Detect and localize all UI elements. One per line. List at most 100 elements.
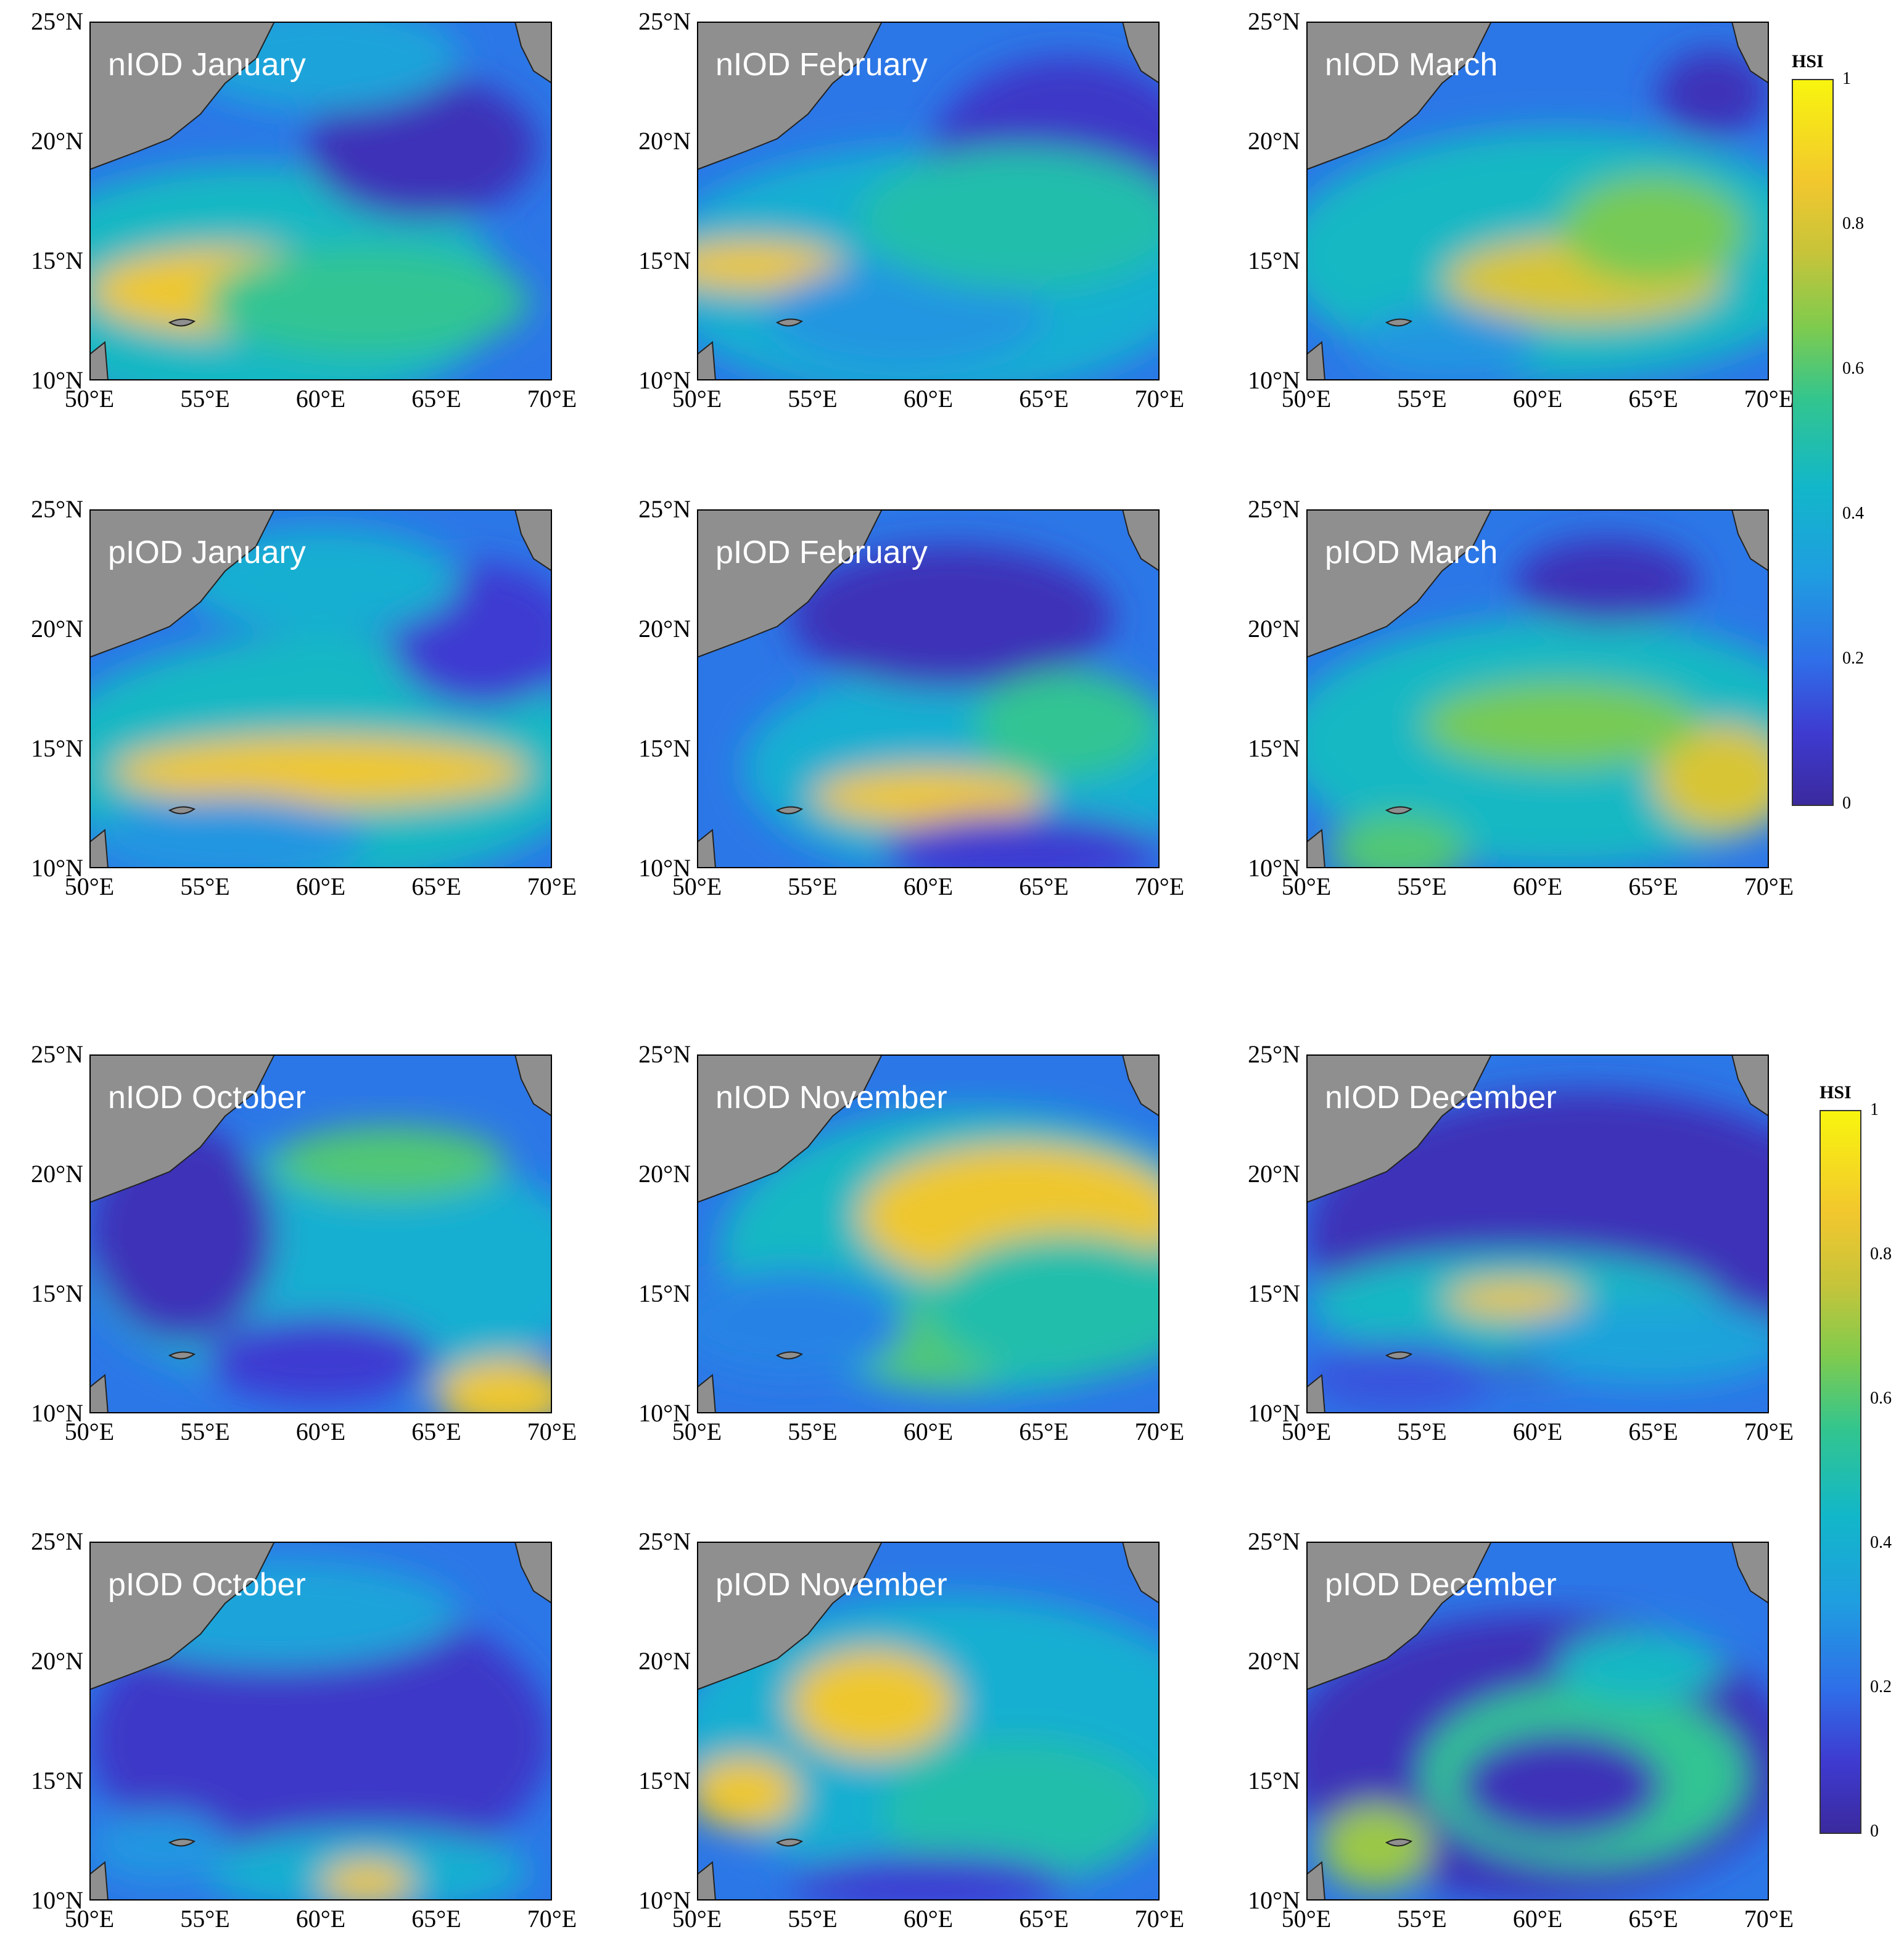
latitude-tick-label: 10°N <box>638 1886 691 1914</box>
longitude-tick-label: 50°E <box>1281 385 1332 413</box>
socotra-island <box>168 318 196 327</box>
map-panel: nIOD February <box>697 22 1160 380</box>
longitude-tick-label: 65°E <box>1628 385 1678 413</box>
hsi-map <box>1306 1542 1769 1901</box>
longitude-tick-label: 70°E <box>1134 1905 1185 1933</box>
arabian-peninsula-land <box>1306 22 1493 171</box>
map-frame <box>1306 1542 1769 1901</box>
arabian-peninsula-land <box>1306 1054 1493 1204</box>
colorbar-tick-label: 0.2 <box>1842 649 1864 668</box>
longitude-tick-label: 60°E <box>903 873 954 900</box>
map-panel: pIOD October <box>89 1542 552 1901</box>
socotra-island <box>1385 1351 1413 1360</box>
coast-land-east <box>514 1542 552 1605</box>
longitude-tick-label: 65°E <box>1019 1418 1069 1445</box>
latitude-tick-label: 10°N <box>1248 1399 1300 1427</box>
hsi-contour-region <box>1445 1280 1584 1317</box>
latitude-tick-label: 25°N <box>31 1527 83 1555</box>
hsi-contour-region <box>1560 176 1746 284</box>
panel-title: pIOD October <box>108 1567 306 1603</box>
colorbar-tick-label: 1 <box>1842 69 1851 88</box>
colorbar-title: HSI <box>1820 1082 1852 1103</box>
hsi-contour-region <box>928 1234 1160 1378</box>
panel-title: nIOD November <box>715 1080 947 1116</box>
hsi-contour-region <box>859 147 1160 291</box>
panel-title: nIOD March <box>1325 47 1498 83</box>
latitude-tick-label: 15°N <box>638 1767 691 1794</box>
coast-land-east <box>1121 1054 1160 1117</box>
latitude-tick-label: 20°N <box>31 127 83 155</box>
longitude-tick-label: 55°E <box>1397 873 1447 900</box>
colorbar-tick-label: 0.8 <box>1870 1244 1892 1264</box>
latitude-tick-label: 15°N <box>31 734 83 762</box>
map-frame <box>697 509 1160 868</box>
socotra-island <box>775 1838 804 1847</box>
longitude-tick-label: 70°E <box>1744 385 1794 413</box>
hsi-contour-region <box>697 1757 799 1829</box>
map-panel: nIOD December <box>1306 1054 1769 1413</box>
latitude-tick-label: 20°N <box>1248 1160 1300 1188</box>
arabian-peninsula-land <box>1306 1542 1493 1691</box>
longitude-tick-label: 50°E <box>64 1905 115 1933</box>
latitude-tick-label: 25°N <box>638 7 691 35</box>
colorbar-tick-label: 0.2 <box>1870 1677 1892 1696</box>
hsi-contour-region <box>1422 681 1700 768</box>
latitude-tick-label: 20°N <box>638 1647 691 1675</box>
longitude-tick-label: 65°E <box>1628 873 1678 900</box>
hsi-contour-region <box>89 1595 552 1883</box>
longitude-tick-label: 70°E <box>1134 385 1185 413</box>
latitude-tick-label: 15°N <box>638 1280 691 1307</box>
panel-title: nIOD December <box>1325 1080 1557 1116</box>
latitude-tick-label: 10°N <box>1248 1886 1300 1914</box>
longitude-tick-label: 60°E <box>295 1418 346 1445</box>
longitude-tick-label: 50°E <box>1281 873 1332 900</box>
socotra-island <box>1385 318 1413 327</box>
map-panel: pIOD December <box>1306 1542 1769 1901</box>
longitude-tick-label: 70°E <box>527 1418 577 1445</box>
latitude-tick-label: 25°N <box>638 1040 691 1068</box>
longitude-tick-label: 50°E <box>672 1905 722 1933</box>
map-frame <box>89 509 552 868</box>
latitude-tick-label: 25°N <box>1248 1527 1300 1555</box>
arabian-peninsula-land <box>1306 509 1493 659</box>
map-frame <box>697 1054 1160 1413</box>
socotra-island <box>168 1351 196 1360</box>
hsi-contour-region <box>89 1810 228 1883</box>
africa-land <box>1306 829 1326 868</box>
map-panel: pIOD November <box>697 1542 1160 1901</box>
colorbar-tick-label: 0.6 <box>1870 1389 1892 1408</box>
africa-land <box>89 829 109 868</box>
panel-title: pIOD December <box>1325 1567 1557 1603</box>
longitude-tick-label: 60°E <box>1512 385 1563 413</box>
arabian-peninsula-land <box>89 509 276 659</box>
coast-land-east <box>514 1054 552 1117</box>
arabian-peninsula-land <box>697 22 883 171</box>
longitude-tick-label: 50°E <box>1281 1418 1332 1445</box>
africa-land <box>697 829 717 868</box>
latitude-tick-label: 20°N <box>1248 1647 1300 1675</box>
colorbar-tick-label: 0 <box>1870 1822 1879 1841</box>
hsi-contour-region <box>789 1649 956 1757</box>
longitude-tick-label: 60°E <box>1512 873 1563 900</box>
map-panel: nIOD March <box>1306 22 1769 380</box>
hsi-contour-region <box>1353 308 1538 380</box>
socotra-island <box>775 806 804 815</box>
coast-land-east <box>1121 22 1160 84</box>
colorbar-title: HSI <box>1792 51 1824 72</box>
socotra-island <box>775 318 804 327</box>
longitude-tick-label: 65°E <box>1628 1418 1678 1445</box>
coast-land-east <box>1731 1054 1769 1117</box>
map-frame <box>89 22 552 380</box>
hsi-colorbar <box>1820 1110 1863 1834</box>
hsi-contour-region <box>1329 814 1469 868</box>
hsi-contour-region <box>436 1359 552 1413</box>
coast-land-east <box>1121 509 1160 572</box>
africa-land <box>1306 341 1326 380</box>
latitude-tick-label: 10°N <box>1248 366 1300 394</box>
longitude-tick-label: 65°E <box>411 873 461 900</box>
latitude-tick-label: 20°N <box>1248 615 1300 643</box>
longitude-tick-label: 55°E <box>788 1418 838 1445</box>
longitude-tick-label: 55°E <box>180 873 230 900</box>
longitude-tick-label: 60°E <box>295 873 346 900</box>
latitude-tick-label: 20°N <box>638 1160 691 1188</box>
